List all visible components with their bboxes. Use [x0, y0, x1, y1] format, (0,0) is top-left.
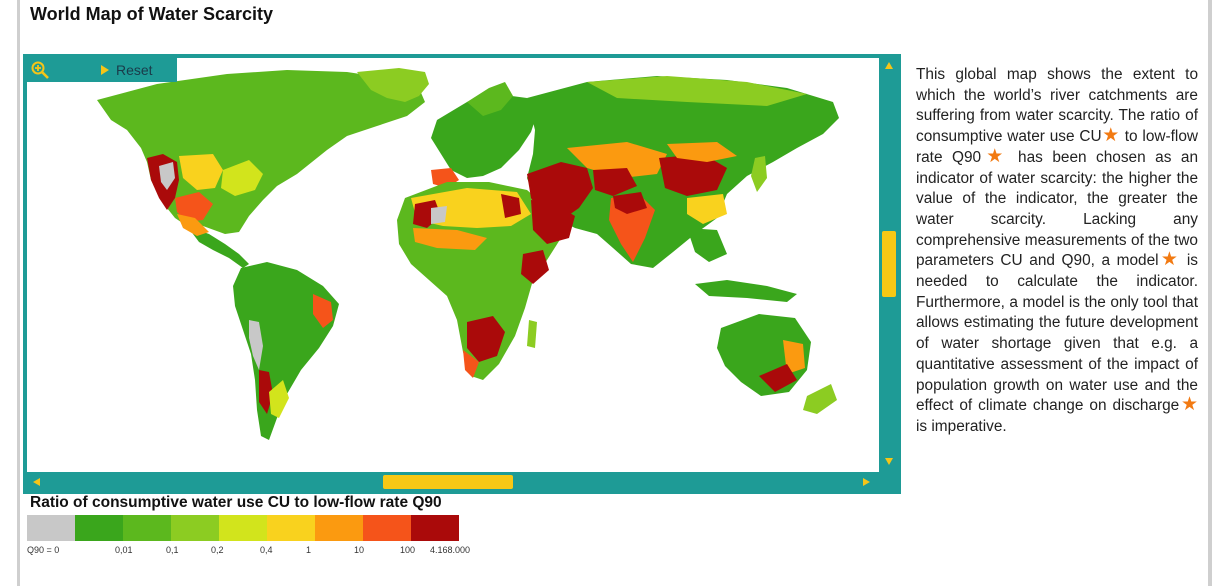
central-asia [567, 142, 667, 178]
play-arrow-icon [101, 65, 109, 75]
legend-swatch-0 [27, 515, 75, 541]
page-left-border [17, 0, 20, 586]
legend-swatch-3 [171, 515, 219, 541]
scandinavia [467, 82, 513, 116]
madagascar [527, 320, 537, 348]
north-america-landmass [97, 70, 425, 234]
south-america-landmass [233, 262, 339, 440]
map-toolbar: Reset [27, 58, 177, 82]
description-text: This global map shows the extent to whic… [916, 65, 1198, 438]
us-east [221, 160, 263, 196]
legend-labels: Q90 = 0 0,01 0,1 0,2 0,4 1 10 100 4.168.000 [27, 545, 497, 557]
star-icon[interactable]: ★ [981, 145, 1009, 167]
legend-title: Ratio of consumptive water use CU to low… [30, 494, 442, 511]
reset-button[interactable]: Reset [101, 61, 153, 79]
legend-swatch-4 [219, 515, 267, 541]
andes-dry [259, 370, 273, 414]
caspian-dry [593, 168, 637, 196]
china-south [687, 194, 727, 224]
description-segment-0: This global map shows the extent to whic… [916, 66, 1198, 146]
star-icon[interactable]: ★ [1101, 125, 1120, 147]
star-icon[interactable]: ★ [1158, 249, 1181, 271]
legend-label-5: 1 [306, 545, 312, 555]
scroll-down-arrow-icon[interactable] [885, 458, 893, 465]
description-segment-1: to low-flow rate Q90 [916, 128, 1198, 166]
china-north [667, 142, 737, 162]
europe-landmass [431, 94, 537, 178]
scroll-left-arrow-icon[interactable] [33, 478, 40, 486]
star-icon[interactable]: ★ [1179, 394, 1198, 416]
legend-label-4: 0,4 [260, 545, 273, 555]
sahara-grey [431, 206, 447, 224]
greenland [357, 68, 429, 102]
india-north [613, 192, 647, 214]
legend-swatch-7 [363, 515, 411, 541]
horizontal-scrollbar-thumb[interactable] [383, 475, 513, 489]
new-zealand [803, 384, 837, 414]
page-right-border [1208, 0, 1212, 586]
southeast-asia [687, 228, 727, 262]
central-america [187, 226, 249, 268]
brazil-east [313, 294, 333, 328]
legend-swatch-8 [411, 515, 459, 541]
arabia [531, 200, 575, 244]
horizontal-scrollbar[interactable] [27, 474, 879, 490]
us-south [175, 192, 213, 222]
legend-label-7: 100 [400, 545, 416, 555]
legend-swatch-1 [75, 515, 123, 541]
scroll-up-arrow-icon[interactable] [885, 62, 893, 69]
andes-grey [249, 320, 263, 370]
map-canvas[interactable]: Reset [27, 58, 879, 472]
description-segment-3: is needed to calculate the indicator. Fu… [916, 252, 1198, 415]
description-segment-4: is imperative. [916, 417, 1007, 435]
legend-label-2: 0,1 [166, 545, 179, 555]
australia-east [783, 340, 805, 374]
japan [751, 156, 767, 192]
vertical-scrollbar-thumb[interactable] [882, 231, 896, 297]
legend-swatch-2 [123, 515, 171, 541]
china [659, 154, 727, 196]
nile-dry [501, 194, 521, 218]
legend-label-3: 0,2 [211, 545, 224, 555]
murray-darling [759, 364, 797, 392]
south-africa-dry [463, 350, 479, 378]
vertical-scrollbar[interactable] [881, 58, 897, 472]
legend-label-1: 0,01 [115, 545, 133, 555]
legend-label-6: 10 [354, 545, 365, 555]
horn-of-africa [521, 250, 549, 284]
mexico-dry [177, 214, 209, 236]
legend-color-scale [27, 515, 459, 541]
us-plains [179, 154, 223, 190]
world-map [97, 68, 839, 440]
argentina [269, 380, 289, 418]
siberia [587, 76, 807, 106]
legend-swatch-5 [267, 515, 315, 541]
legend-swatch-6 [315, 515, 363, 541]
india [609, 194, 655, 262]
page-title: World Map of Water Scarcity [30, 4, 274, 24]
legend-label-8: 4.168.000 [430, 545, 471, 555]
description-segment-2: has been chosen as an indicator of water… [916, 148, 1198, 270]
us-west-grey [159, 162, 175, 190]
sahel [413, 228, 487, 250]
scroll-right-arrow-icon[interactable] [863, 478, 870, 486]
zoom-in-icon[interactable] [31, 61, 49, 79]
legend-label-0: Q90 = 0 [27, 545, 60, 555]
reset-label: Reset [116, 62, 153, 78]
map-viewer: Reset [23, 54, 901, 494]
indonesia [695, 280, 797, 302]
southern-africa [467, 316, 505, 362]
